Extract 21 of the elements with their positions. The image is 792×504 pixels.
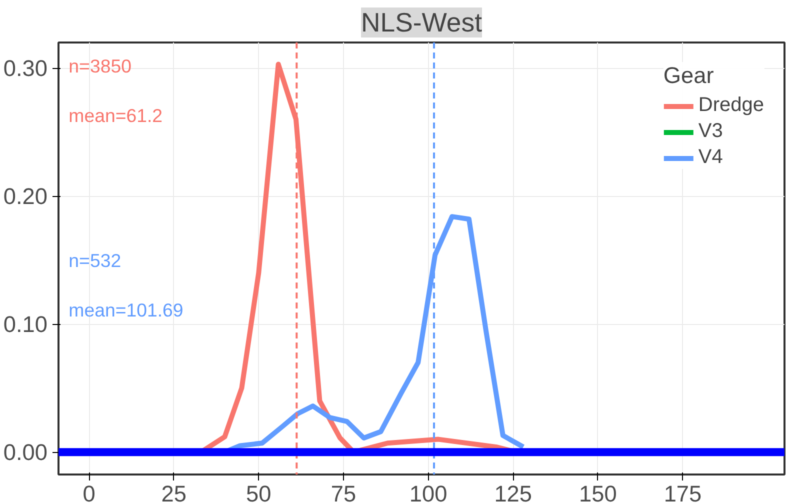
legend-title: Gear — [663, 62, 715, 89]
annotation: n=3850 — [68, 55, 132, 76]
x-tick-label: 100 — [409, 480, 448, 504]
x-tick-label: 125 — [494, 480, 532, 504]
annotation: mean=61.2 — [68, 105, 163, 126]
x-tick-label: 50 — [246, 480, 272, 504]
x-tick-label: 75 — [330, 480, 356, 504]
annotation: n=532 — [68, 250, 122, 271]
legend-label: V3 — [698, 120, 723, 143]
x-tick-label: 175 — [664, 480, 702, 504]
y-tick-label: 0.00 — [3, 439, 48, 466]
annotation: mean=101.69 — [68, 300, 184, 321]
y-tick-label: 0.10 — [3, 311, 48, 338]
legend-label: Dredge — [698, 94, 764, 117]
chart-title: NLS-West — [361, 8, 483, 38]
y-tick-label: 0.20 — [3, 183, 48, 210]
x-tick-label: 25 — [161, 480, 186, 504]
y-tick-label: 0.30 — [3, 55, 48, 82]
x-tick-label: 0 — [82, 480, 96, 504]
x-tick-label: 150 — [579, 480, 617, 504]
legend-label: V4 — [698, 146, 723, 169]
